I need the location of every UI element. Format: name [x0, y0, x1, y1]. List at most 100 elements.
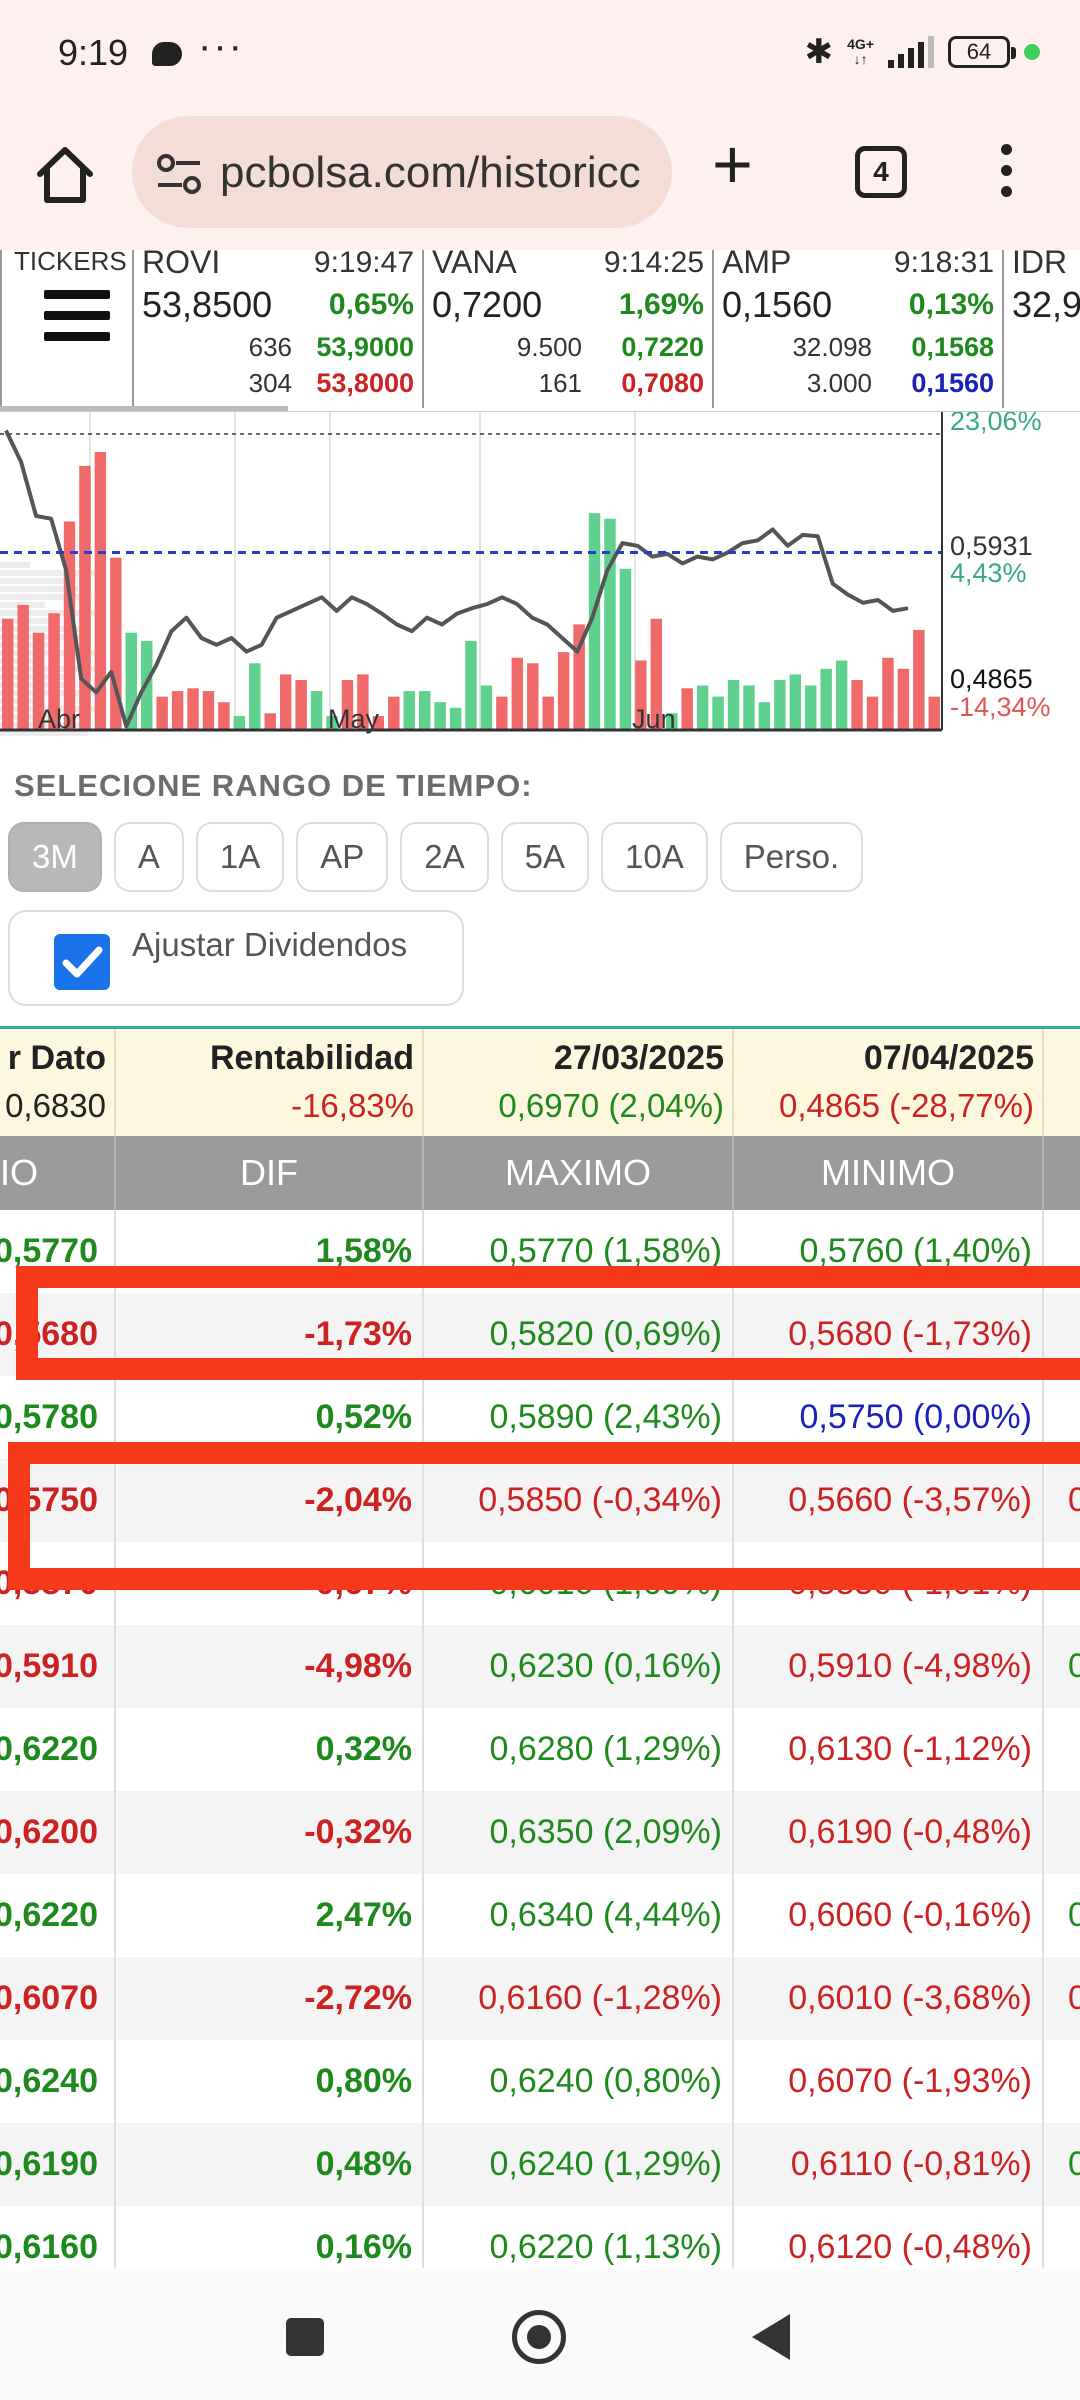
volume-profile-bar [0, 586, 79, 592]
ticker-ask-volume: 304 [248, 368, 292, 398]
summary-return-value: -16,83% [291, 1087, 414, 1124]
signal-strength-icon [888, 36, 934, 68]
ticker-price: 32,9 [1012, 284, 1080, 325]
range-button-3m[interactable]: 3M [8, 822, 102, 892]
volume-bar [357, 674, 369, 730]
volume-bar [63, 521, 76, 730]
header-max[interactable]: MAXIMO [424, 1136, 734, 1210]
volume-bar [743, 685, 755, 730]
table-header: IO DIF MAXIMO MINIMO [0, 1136, 1080, 1210]
cell-max: 0,6240 (0,80%) [424, 2040, 734, 2123]
volume-profile-bar [0, 666, 96, 672]
cell-min: 0,5750 (0,00%) [734, 1376, 1044, 1459]
range-buttons: 3M A 1A AP 2A 5A 10A Perso. [8, 822, 864, 894]
ticker-ask: 0,7080 [621, 368, 704, 398]
table-row[interactable]: 0,5680 -1,73% 0,5820 (0,69%) 0,5680 (-1,73%… [0, 1293, 1080, 1376]
tab-switcher-icon[interactable]: 4 [855, 146, 907, 198]
tickers-menu[interactable]: TICKERS [0, 250, 134, 408]
recents-icon[interactable] [286, 2318, 324, 2356]
ticker-amp[interactable]: AMP 9:18:31 0,1560 0,13% 32.098 0,1568 3.000 0,… [714, 250, 1004, 408]
more-vert-icon[interactable] [998, 144, 1014, 204]
cell-close: 0,6070 [0, 1957, 116, 2040]
volume-profile-bar [0, 570, 98, 576]
range-button-10a[interactable]: 10A [601, 822, 708, 892]
header-close[interactable]: IO [0, 1136, 116, 1210]
cell-dif: 2,47% [116, 1874, 424, 1957]
checkbox-checked-icon[interactable] [54, 934, 110, 990]
summary-low-date: 07/04/2025 [863, 1039, 1034, 1077]
volume-bar [449, 707, 462, 730]
cell-min: 0,5850 (-1,01%) [734, 1542, 1044, 1625]
price-line [4, 429, 909, 729]
back-icon[interactable] [752, 2314, 790, 2360]
ticker-bid: 53,9000 [316, 332, 414, 362]
cell-dif: -0,67% [116, 1542, 424, 1625]
cell-min: 0,6070 (-1,93%) [734, 2040, 1044, 2123]
cell-min: 0,6190 (-0,48%) [734, 1791, 1044, 1874]
volume-bar [310, 691, 323, 730]
adjust-dividends-toggle[interactable]: Ajustar Dividendos [8, 910, 464, 1006]
cell-min: 0,5680 (-1,73%) [734, 1293, 1044, 1376]
range-button-2a[interactable]: 2A [400, 822, 489, 892]
table-row[interactable]: 0,5770 1,58% 0,5770 (1,58%) 0,5760 (1,40%) [0, 1210, 1080, 1293]
volume-bar [604, 518, 616, 730]
tune-icon[interactable] [156, 152, 202, 196]
cell-min: 0,6130 (-1,12%) [734, 1708, 1044, 1791]
volume-bar [820, 668, 832, 730]
cell-extra [1044, 1542, 1080, 1625]
hamburger-menu-icon[interactable] [44, 290, 110, 342]
address-bar[interactable]: pcbolsa.com/historicc [132, 116, 672, 228]
cell-max: 0,6350 (2,09%) [424, 1791, 734, 1874]
volume-bar [635, 660, 647, 730]
cell-close: 0,6220 [0, 1708, 116, 1791]
volume-bar [542, 696, 554, 730]
cell-dif: -1,73% [116, 1293, 424, 1376]
table-row[interactable]: 0,6190 0,48% 0,6240 (1,29%) 0,6110 (-0,81%)… [0, 2123, 1080, 2206]
cell-max: 0,6240 (1,29%) [424, 2123, 734, 2206]
volume-bar [851, 679, 863, 730]
table-row[interactable]: 0,6240 0,80% 0,6240 (0,80%) 0,6070 (-1,93%) [0, 2040, 1080, 2123]
volume-bar [866, 696, 879, 730]
ticker-bid-volume: 9.500 [516, 332, 582, 362]
volume-bar [171, 691, 184, 730]
plus-icon[interactable]: + [712, 125, 753, 203]
table-row[interactable]: 0,6200 -0,32% 0,6350 (2,09%) 0,6190 (-0,48%… [0, 1791, 1080, 1874]
table-row[interactable]: 0,5870 -0,67% 0,6010 (1,69%) 0,5850 (-1,01%… [0, 1542, 1080, 1625]
cell-max: 0,5770 (1,58%) [424, 1210, 734, 1293]
ticker-strip[interactable]: TICKERS ROVI 9:19:47 53,8500 0,65% 636 53,900… [0, 250, 1080, 412]
table-row[interactable]: 0,6220 0,32% 0,6280 (1,29%) 0,6130 (-1,12%) [0, 1708, 1080, 1791]
range-button-perso[interactable]: Perso. [719, 822, 864, 892]
table-row[interactable]: 0,6160 0,16% 0,6220 (1,13%) 0,6120 (-0,48%) [0, 2206, 1080, 2268]
cell-dif: -0,32% [116, 1791, 424, 1874]
range-button-5a[interactable]: 5A [500, 822, 590, 892]
cell-min: 0,6120 (-0,48%) [734, 2206, 1044, 2268]
cell-extra [1044, 1293, 1080, 1376]
price-chart[interactable]: Abr May Jun 23,06% 0,5931 4,43% 0,4865 -14,34% [0, 412, 1080, 740]
table-row[interactable]: 0,5910 -4,98% 0,6230 (0,16%) 0,5910 (-4,98%… [0, 1625, 1080, 1708]
home-circle-icon[interactable] [512, 2310, 566, 2364]
home-icon[interactable] [32, 142, 98, 208]
range-button-a[interactable]: A [113, 822, 184, 892]
history-table[interactable]: 0,5770 1,58% 0,5770 (1,58%) 0,5760 (1,40%) 0… [0, 1210, 1080, 2268]
volume-bar [110, 557, 122, 730]
ticker-name: IDR [1012, 250, 1068, 280]
range-button-ap[interactable]: AP [296, 822, 389, 892]
range-button-1a[interactable]: 1A [195, 822, 285, 892]
tab-count: 4 [873, 156, 889, 187]
ticker-rovi[interactable]: ROVI 9:19:47 53,8500 0,65% 636 53,9000 304 53,8… [134, 250, 424, 408]
cell-extra [1044, 1376, 1080, 1459]
ticker-idr[interactable]: IDR 32,9 [1004, 250, 1080, 408]
header-min[interactable]: MINIMO [734, 1136, 1044, 1210]
ticker-vana[interactable]: VANA 9:14:25 0,7200 1,69% 9.500 0,7220 161 0,70… [424, 250, 714, 408]
table-row[interactable]: 0,5780 0,52% 0,5890 (2,43%) 0,5750 (0,00%) [0, 1376, 1080, 1459]
ticker-scrollbar[interactable] [0, 406, 288, 411]
volume-bar [774, 679, 786, 730]
cell-min: 0,5660 (-3,57%) [734, 1459, 1044, 1542]
header-dif[interactable]: DIF [116, 1136, 424, 1210]
cell-dif: 0,80% [116, 2040, 424, 2123]
table-row[interactable]: 0,5750 -2,04% 0,5850 (-0,34%) 0,5660 (-3,57… [0, 1459, 1080, 1542]
volume-bar [758, 702, 771, 730]
table-row[interactable]: 0,6070 -2,72% 0,6160 (-1,28%) 0,6010 (-3,68… [0, 1957, 1080, 2040]
volume-profile-bar [0, 690, 96, 696]
table-row[interactable]: 0,6220 2,47% 0,6340 (4,44%) 0,6060 (-0,16%)… [0, 1874, 1080, 1957]
